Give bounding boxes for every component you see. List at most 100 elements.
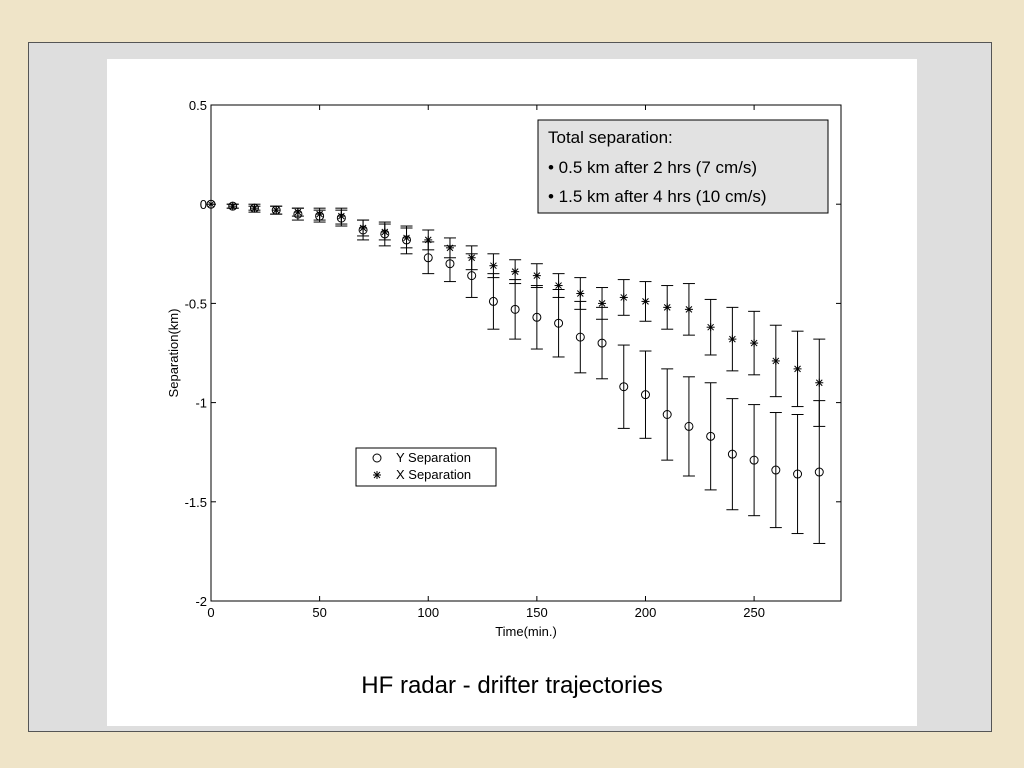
annotation-box: Total separation: • 0.5 km after 2 hrs (… <box>537 119 829 214</box>
y-separation-point <box>423 253 433 263</box>
star-stroke <box>576 290 584 297</box>
legend-star-marker <box>373 471 381 479</box>
error-bars <box>226 203 826 544</box>
y-separation-point <box>793 469 803 479</box>
x-separation-point <box>750 339 759 348</box>
x-axis-label: Time(min.) <box>495 624 557 639</box>
star-stroke <box>729 335 736 343</box>
star-stroke <box>381 228 389 236</box>
y-tick-label: -0.5 <box>185 296 207 311</box>
star-stroke <box>251 204 258 212</box>
data-points <box>206 199 824 479</box>
star-stroke <box>772 357 780 365</box>
x-tick-label: 200 <box>635 605 657 620</box>
x-separation-point <box>815 378 824 387</box>
star-stroke <box>294 208 302 216</box>
legend-entry-x: X Separation <box>396 467 471 482</box>
y-separation-point <box>597 338 607 348</box>
x-separation-point <box>793 364 802 373</box>
x-separation-point <box>315 210 324 219</box>
y-tick-label: -2 <box>195 594 207 609</box>
y-separation-point <box>575 332 585 342</box>
plot-frame <box>210 104 842 602</box>
x-separation-point <box>619 293 628 302</box>
x-separation-point <box>337 212 346 221</box>
star-stroke <box>272 206 280 214</box>
x-separation-point <box>207 200 215 209</box>
x-separation-point <box>706 323 715 332</box>
error-bar <box>769 412 782 529</box>
x-separation-point <box>272 206 281 215</box>
error-bar <box>661 368 674 461</box>
y-separation-point <box>727 449 737 459</box>
annotation-line-2: • 0.5 km after 2 hrs (7 cm/s) <box>548 158 757 177</box>
legend-star-glyph <box>373 471 381 479</box>
x-separation-point <box>402 233 411 242</box>
error-bar <box>726 398 739 511</box>
star-stroke <box>207 200 215 208</box>
x-separation-point <box>445 243 454 252</box>
x-separation-point <box>359 224 368 233</box>
star-stroke <box>750 339 758 347</box>
x-separation-point <box>467 253 476 262</box>
error-bar <box>704 382 717 491</box>
y-separation-point <box>706 431 716 441</box>
star-stroke <box>555 282 562 289</box>
y-separation-point <box>771 465 781 475</box>
x-separation-point <box>228 202 237 211</box>
x-separation-point <box>576 289 585 298</box>
y-tick-label: -1.5 <box>185 495 207 510</box>
x-tick-label: 250 <box>743 605 765 620</box>
error-bar <box>682 376 695 477</box>
y-axis-label: Separation(km) <box>166 309 181 398</box>
star-stroke <box>424 236 432 244</box>
x-tick-label: 150 <box>526 605 548 620</box>
y-separation-point <box>488 296 498 306</box>
axes: 0 50 100 150 200 250 0.5 0 -0.5 -1 -1.5 -2 <box>185 98 842 620</box>
star-stroke <box>373 471 381 479</box>
y-separation-point <box>532 312 542 322</box>
y-separation-point <box>619 382 629 392</box>
y-separation-point <box>749 455 759 465</box>
x-separation-point <box>598 299 607 308</box>
legend: Y Separation X Separation <box>355 447 497 487</box>
annotation-line-1: Total separation: <box>548 128 673 147</box>
x-separation-point <box>293 208 302 217</box>
y-separation-point <box>662 410 672 420</box>
error-bar <box>748 404 761 517</box>
x-tick-label: 50 <box>312 605 326 620</box>
y-separation-point <box>510 304 520 314</box>
x-separation-point <box>641 297 650 306</box>
x-separation-point <box>532 271 541 280</box>
star-stroke <box>490 262 497 270</box>
y-separation-point <box>640 390 650 400</box>
star-stroke <box>598 300 606 307</box>
x-separation-point <box>684 305 693 314</box>
x-tick-label: 0 <box>207 605 214 620</box>
y-tick-label: 0 <box>200 197 207 212</box>
x-separation-point <box>511 267 520 276</box>
x-separation-point <box>554 281 563 290</box>
annotation-line-3: • 1.5 km after 4 hrs (10 cm/s) <box>548 187 767 206</box>
x-separation-point <box>728 335 737 344</box>
error-bar <box>617 344 630 429</box>
y-separation-point <box>684 421 694 431</box>
star-stroke <box>663 304 671 311</box>
x-separation-point <box>771 356 780 365</box>
star-stroke <box>642 298 649 305</box>
star-stroke <box>229 202 237 210</box>
x-separation-point <box>424 235 433 244</box>
y-separation-point <box>445 259 455 269</box>
error-bar <box>639 350 652 439</box>
x-separation-point <box>250 204 259 213</box>
star-stroke <box>446 244 454 252</box>
star-stroke <box>359 224 367 232</box>
star-stroke <box>533 272 541 279</box>
x-separation-point <box>489 261 498 270</box>
y-separation-point <box>467 271 477 281</box>
x-tick-label: 100 <box>417 605 439 620</box>
star-stroke <box>685 305 693 313</box>
legend-circle-marker <box>372 453 382 463</box>
star-stroke <box>337 212 345 220</box>
y-separation-point <box>814 467 824 477</box>
